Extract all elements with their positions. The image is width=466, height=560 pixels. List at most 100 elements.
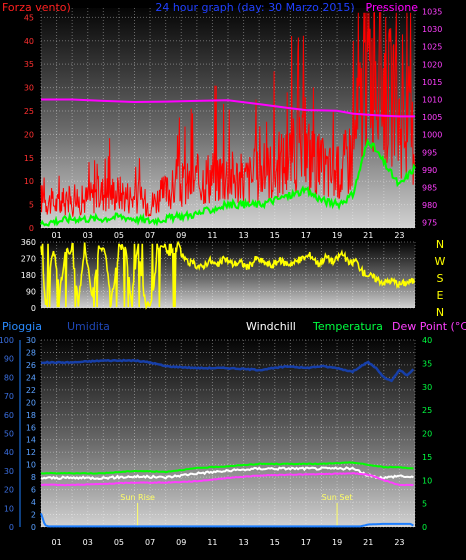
sun-marker-label: Sun Set [322, 493, 353, 502]
pressure-tick-label: 1020 [422, 60, 442, 69]
dew-point-line [40, 472, 414, 487]
pressure-tick-label: 1010 [422, 96, 442, 105]
humidity-tick-label: 10 [4, 504, 14, 513]
wind-tick-label: 30 [24, 84, 34, 93]
rain-tick-label: 30 [26, 336, 36, 345]
pressure-tick-label: 985 [422, 184, 437, 193]
hour-tick-label: 09 [176, 538, 186, 547]
legend-temperatura: Temperatura [312, 320, 383, 333]
legend-pioggia: Pioggia [2, 320, 42, 333]
rain-tick-label: 4 [31, 498, 36, 507]
hour-tick-label: 21 [363, 538, 373, 547]
rain-tick-label: 18 [26, 411, 36, 420]
temperature-tick-label: 30 [422, 383, 432, 392]
pressure-right-axis: 975 980 985 990 995 1000 1005 1010 1015 1020 1025 1… [422, 8, 442, 228]
humidity-tick-label: 50 [4, 430, 14, 439]
rain-tick-label: 22 [26, 386, 36, 395]
temperature-tick-label: 5 [422, 500, 427, 509]
temperature-tick-label: 25 [422, 406, 432, 415]
hour-tick-label: 03 [83, 538, 93, 547]
direction-tick-label: 270 [21, 255, 36, 264]
legend-umidita: Umidita [67, 320, 110, 333]
hour-tick-label: 09 [176, 231, 186, 240]
direction-tick-label: 0 [31, 304, 36, 313]
humidity-tick-label: 70 [4, 392, 14, 401]
humidity-tick-label: 90 [4, 355, 14, 364]
temperature-tick-label: 40 [422, 336, 432, 345]
wind-direction-line [40, 240, 415, 310]
temperature-right-axis: 0 5 10 15 20 25 30 35 40 [422, 336, 432, 532]
pressure-tick-label: 975 [422, 219, 437, 228]
compass-label: S [437, 272, 444, 285]
hour-tick-label: 23 [394, 231, 404, 240]
rain-tick-label: 28 [26, 348, 36, 357]
direction-series [40, 240, 415, 310]
pressure-tick-label: 1015 [422, 78, 442, 87]
wind-left-axis: 0 5 10 15 20 25 30 35 40 45 [24, 13, 34, 233]
wind-x-axis: 01 03 05 07 09 11 13 15 17 19 21 23 [51, 231, 404, 240]
hour-tick-label: 19 [332, 231, 342, 240]
rain-tick-label: 16 [26, 423, 36, 432]
hour-tick-label: 23 [394, 538, 404, 547]
compass-label: N [436, 238, 444, 251]
rain-tick-label: 20 [26, 398, 36, 407]
pressure-tick-label: 1030 [422, 25, 442, 34]
temperature-tick-label: 15 [422, 453, 432, 462]
hour-tick-label: 17 [301, 231, 311, 240]
pressure-tick-label: 990 [422, 166, 437, 175]
hour-tick-label: 11 [207, 538, 217, 547]
wind-tick-label: 10 [24, 177, 34, 186]
sun-annotations: Sun Rise Sun Set [120, 493, 353, 527]
rain-tick-label: 10 [26, 461, 36, 470]
wind-tick-label: 15 [24, 154, 34, 163]
hour-tick-label: 01 [51, 231, 61, 240]
rain-line [40, 512, 414, 528]
temperature-series [40, 358, 415, 528]
hour-tick-label: 15 [270, 231, 280, 240]
wind-tick-label: 45 [24, 13, 34, 22]
temperature-line [40, 461, 414, 475]
hour-tick-label: 13 [238, 538, 248, 547]
rain-tick-label: 24 [26, 373, 36, 382]
rain-tick-label: 8 [31, 473, 36, 482]
hour-tick-label: 03 [83, 231, 93, 240]
legend-windchill: Windchill [246, 320, 296, 333]
wind-tick-label: 5 [29, 201, 34, 210]
direction-tick-label: 360 [21, 238, 36, 247]
legend-dew-point: Dew Point (°C) [392, 320, 466, 333]
temperature-tick-label: 20 [422, 430, 432, 439]
humidity-tick-label: 0 [9, 523, 14, 532]
humidity-axis: 0 10 20 30 40 50 60 70 80 90 100 [0, 336, 21, 532]
pressure-tick-label: 980 [422, 201, 437, 210]
compass-label: E [437, 289, 444, 302]
humidity-tick-label: 100 [0, 336, 14, 345]
sun-marker-label: Sun Rise [120, 493, 155, 502]
pressure-tick-label: 1035 [422, 8, 442, 17]
direction-plot-area [41, 242, 415, 308]
humidity-tick-label: 80 [4, 373, 14, 382]
hour-tick-label: 07 [145, 538, 155, 547]
hour-tick-label: 07 [145, 231, 155, 240]
rain-tick-label: 0 [31, 523, 36, 532]
compass-label: W [435, 255, 446, 268]
temperature-tick-label: 10 [422, 476, 432, 485]
pressure-tick-label: 1000 [422, 131, 442, 140]
wind-tick-label: 25 [24, 107, 34, 116]
pressure-line [41, 98, 415, 118]
rain-tick-label: 14 [26, 436, 36, 445]
wind-tick-label: 20 [24, 130, 34, 139]
rain-tick-label: 12 [26, 448, 36, 457]
temperature-tick-label: 0 [422, 523, 427, 532]
compass-label: N [436, 306, 444, 319]
pressure-axis-title: Pressione [366, 1, 419, 14]
pressure-tick-label: 995 [422, 148, 437, 157]
windchill-line [40, 466, 414, 481]
temperature-x-axis: 01 03 05 07 09 11 13 15 17 19 21 23 [51, 538, 404, 547]
humidity-tick-label: 40 [4, 448, 14, 457]
humidity-tick-label: 60 [4, 411, 14, 420]
